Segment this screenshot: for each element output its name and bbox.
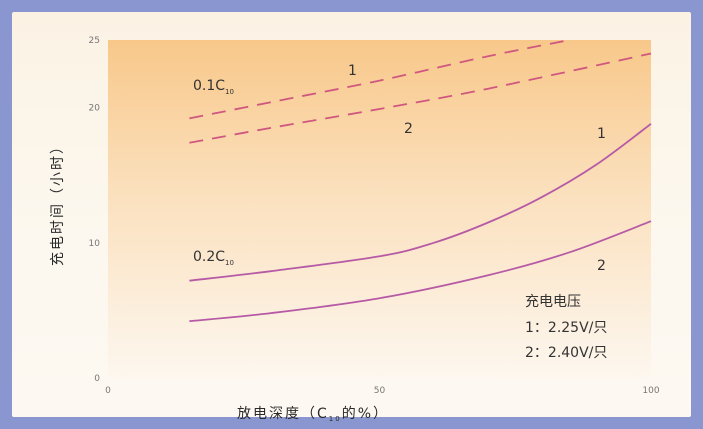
plot-area: [108, 40, 651, 378]
y-tick-label: 0: [94, 374, 100, 384]
x-tick-label: 100: [642, 386, 659, 396]
curve-label-dashed-2: 2: [404, 121, 413, 137]
y-tick-label: 20: [89, 104, 101, 114]
y-tick-label: 10: [89, 239, 101, 249]
x-tick-label: 0: [105, 386, 111, 396]
series-line-0-1c10-1: [189, 39, 570, 120]
legend-item-2: 2：2.40V/只: [525, 345, 607, 361]
x-tick-label: 50: [374, 386, 386, 396]
curve-label-solid-2: 2: [597, 258, 606, 274]
series-lines: [189, 39, 652, 323]
y-axis-ticks: 0 10 20 25: [89, 36, 101, 384]
series-line-0-2c10-2: [189, 220, 652, 323]
annotation-0-2c10: 0.2C10: [193, 249, 234, 267]
curve-label-dashed-1: 1: [348, 63, 357, 79]
legend-item-1: 1：2.25V/只: [525, 320, 607, 336]
x-axis-title: 放电深度（C10的%）: [237, 406, 389, 423]
x-axis-ticks: 0 50 100: [105, 386, 660, 396]
legend-title: 充电电压: [525, 294, 581, 310]
y-axis-title: 充电时间（小时）: [50, 138, 66, 266]
annotation-0-1c10: 0.1C10: [193, 78, 234, 96]
legend: 充电电压 1：2.25V/只 2：2.40V/只: [525, 294, 607, 361]
curve-label-solid-1: 1: [597, 126, 606, 142]
series-line-0-2c10-1: [189, 123, 652, 282]
y-tick-label: 25: [89, 36, 100, 46]
series-line-0-1c10-2: [189, 52, 652, 144]
